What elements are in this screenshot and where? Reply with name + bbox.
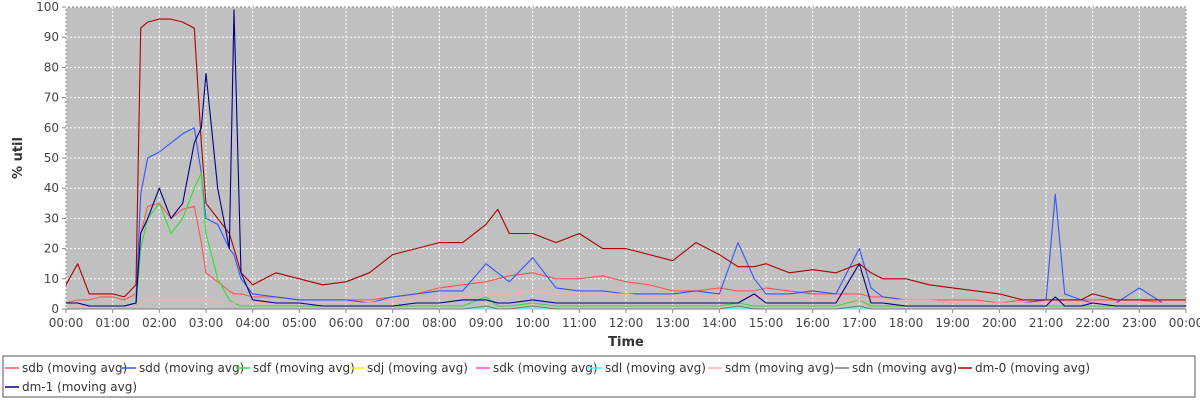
y-tick-label: 50	[44, 151, 59, 165]
x-tick-label: 16:00	[795, 316, 830, 330]
x-tick-label: 20:00	[982, 316, 1017, 330]
x-axis-title: Time	[608, 335, 644, 350]
x-tick-label: 03:00	[189, 316, 224, 330]
series-line-9	[66, 9, 1186, 307]
legend-label-1: sdd (moving avg)	[139, 361, 244, 375]
x-tick-label: 05:00	[282, 316, 317, 330]
x-tick-label: 21:00	[1029, 316, 1064, 330]
legend-label-7: sdn (moving avg)	[852, 361, 957, 375]
x-tick-label: 22:00	[1075, 316, 1110, 330]
x-tick-label: 07:00	[375, 316, 410, 330]
x-tick-label: 12:00	[609, 316, 644, 330]
legend-label-6: sdm (moving avg)	[725, 361, 834, 375]
y-tick-label: 80	[44, 60, 59, 74]
x-tick-label: 06:00	[329, 316, 364, 330]
y-tick-label: 40	[44, 181, 59, 195]
legend-label-0: sdb (moving avg)	[22, 361, 127, 375]
x-tick-label: 19:00	[935, 316, 970, 330]
series-line-7	[66, 305, 1186, 310]
y-tick-label: 60	[44, 121, 59, 135]
y-tick-label: 90	[44, 30, 59, 44]
x-tick-label: 09:00	[469, 316, 504, 330]
legend-label-8: dm-0 (moving avg)	[975, 361, 1090, 375]
y-tick-label: 100	[36, 0, 59, 14]
x-tick-label: 13:00	[655, 316, 690, 330]
x-tick-label: 10:00	[515, 316, 550, 330]
series-line-6	[66, 290, 1186, 307]
legend-label-4: sdk (moving avg)	[493, 361, 598, 375]
y-tick-label: 0	[51, 302, 59, 316]
series-line-0	[65, 202, 1186, 304]
legend-box	[2, 355, 1196, 398]
legend: sdb (moving avg) sdd (moving avg) sdf (mov…	[5, 361, 1090, 394]
y-axis: 0 10 20 30 40 50 60 70 80 90 100	[36, 0, 66, 316]
x-tick-label: 23:00	[1122, 316, 1157, 330]
y-axis-title: % util	[11, 137, 26, 179]
x-tick-label: 08:00	[422, 316, 457, 330]
x-tick-label: 04:00	[235, 316, 270, 330]
x-tick-label: 15:00	[749, 316, 784, 330]
x-tick-label: 11:00	[562, 316, 597, 330]
series-line-8	[65, 18, 1186, 301]
x-tick-label: 14:00	[702, 316, 737, 330]
y-tick-label: 20	[44, 242, 59, 256]
x-axis: 00:00 01:00 02:00 03:00 04:00 05:00 06:00 07:00…	[49, 309, 1200, 330]
y-tick-label: 10	[44, 272, 59, 286]
x-tick-label: 00:00	[49, 316, 84, 330]
x-tick-label: 17:00	[842, 316, 877, 330]
legend-label-9: dm-1 (moving avg)	[22, 380, 137, 394]
y-tick-label: 30	[44, 211, 59, 225]
x-tick-label: 18:00	[889, 316, 924, 330]
legend-label-3: sdj (moving avg)	[367, 361, 468, 375]
y-tick-label: 70	[44, 91, 59, 105]
x-tick-label: 00:00	[1169, 316, 1200, 330]
legend-label-5: sdl (moving avg)	[605, 361, 706, 375]
legend-label-2: sdf (moving avg)	[253, 361, 355, 375]
x-tick-label: 01:00	[95, 316, 130, 330]
grid-lines	[65, 6, 1187, 310]
x-tick-label: 02:00	[142, 316, 177, 330]
